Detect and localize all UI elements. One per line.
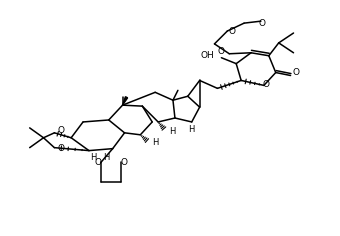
Text: H: H — [104, 153, 110, 162]
Text: O: O — [229, 26, 236, 36]
Polygon shape — [122, 97, 128, 105]
Text: H: H — [152, 138, 158, 147]
Text: O: O — [120, 158, 127, 167]
Text: O: O — [218, 47, 225, 56]
Text: O: O — [293, 68, 300, 77]
Text: H: H — [189, 125, 195, 134]
Text: H: H — [169, 127, 175, 136]
Text: O: O — [58, 126, 65, 135]
Text: O: O — [259, 19, 266, 28]
Text: H: H — [90, 153, 96, 162]
Text: O: O — [262, 80, 269, 89]
Text: O: O — [58, 144, 65, 153]
Text: OH: OH — [201, 51, 215, 60]
Text: O: O — [95, 158, 101, 167]
